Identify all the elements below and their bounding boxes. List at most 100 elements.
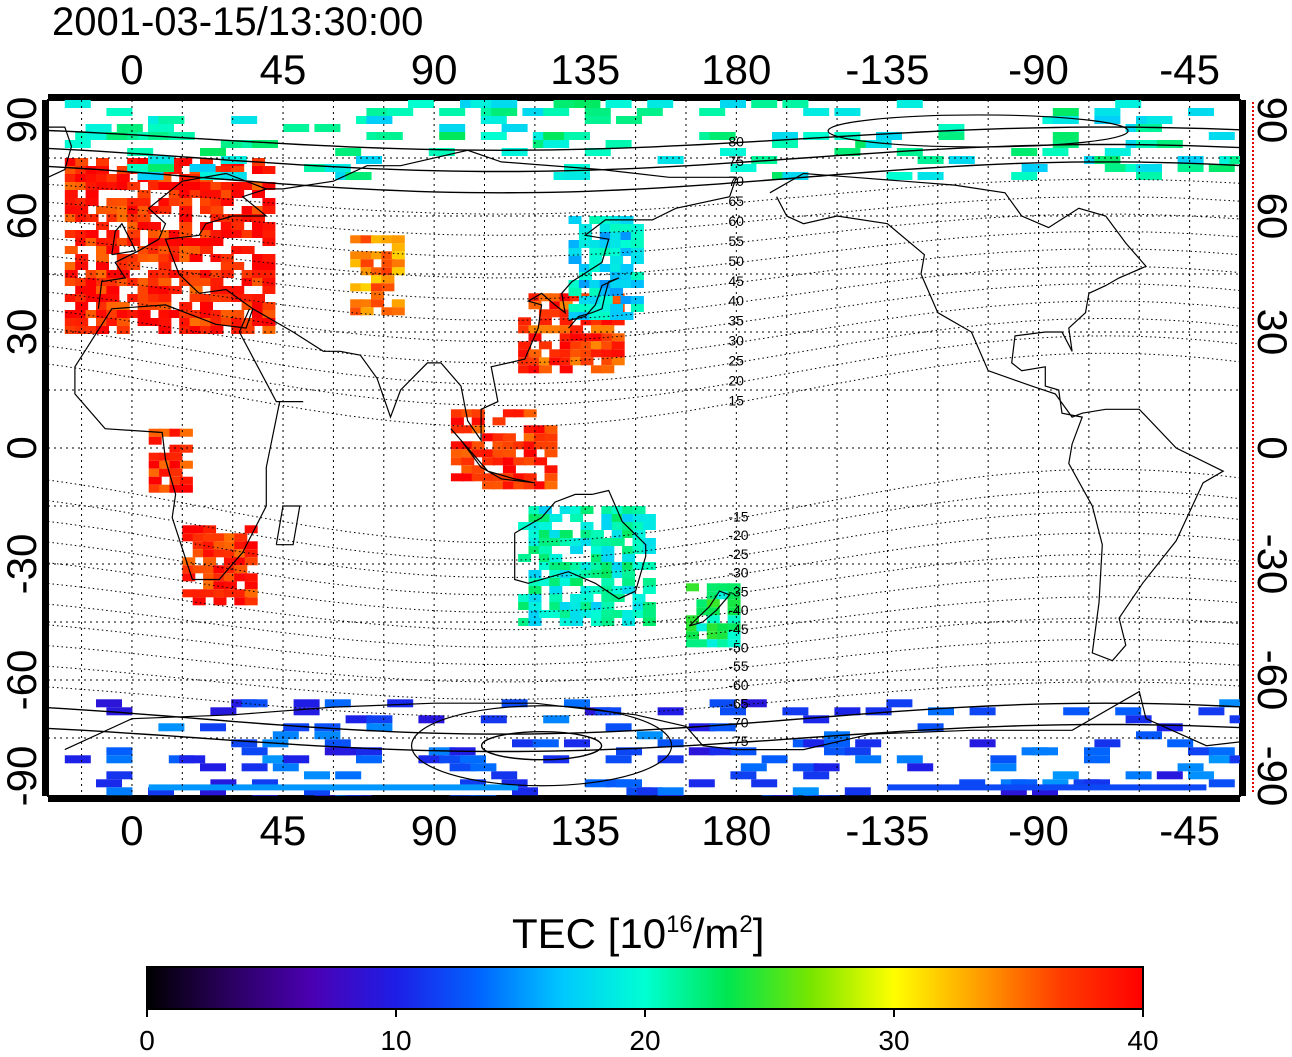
tec-cell (231, 230, 245, 238)
tec-cell (179, 326, 193, 334)
tec-cell (85, 270, 99, 278)
tec-cell (601, 594, 615, 602)
tec-cell (137, 158, 151, 166)
tec-cell (0, 600, 1, 608)
tec-cell (106, 318, 120, 326)
tec-cell (158, 723, 185, 732)
tec-cell (200, 206, 213, 214)
tec-cell (449, 763, 476, 772)
tec-cell (803, 739, 830, 748)
tec-cell (538, 554, 552, 562)
tec-cell (706, 615, 720, 624)
right-latitude-axis: 90 60 30 0 -30 -60 -90 (1240, 97, 1292, 806)
tec-cell (549, 530, 563, 538)
south-pole-contour (480, 731, 603, 761)
tec-cell (252, 302, 265, 310)
contour-label: 40 (728, 293, 744, 309)
tec-cell (657, 156, 684, 164)
tec-cell (64, 270, 78, 278)
tec-cell (0, 608, 1, 616)
tec-cell (622, 514, 636, 522)
left-latitude-axis: 90 60 30 0 -30 -60 -90 (0, 97, 48, 806)
tec-cell (630, 272, 644, 280)
tec-cell (220, 270, 234, 278)
tec-cell (513, 441, 527, 450)
tec-cell (210, 214, 224, 222)
tec-cell (544, 433, 558, 442)
contour-label: 30 (728, 333, 744, 349)
tec-cell (544, 441, 558, 450)
tec-cell (1219, 699, 1240, 708)
tec-cell (387, 699, 414, 708)
tec-cell (549, 325, 563, 334)
tec-cell (601, 506, 615, 514)
tec-cell (252, 230, 265, 238)
tec-cell (335, 747, 362, 756)
tec-cell (601, 602, 615, 610)
tec-cell (896, 148, 923, 156)
tec-cell (106, 238, 120, 246)
tec-cell (168, 246, 182, 254)
colorbar: TEC [1016/m2] 0 10 20 30 40 (139, 910, 1158, 1056)
tec-cell (568, 216, 582, 224)
coastline (450, 428, 536, 484)
tec-cell (632, 506, 646, 514)
tec-cell (559, 570, 573, 578)
tec-cell (137, 254, 151, 262)
tec-cell (231, 166, 245, 174)
tec-cell (223, 573, 237, 582)
tec-cell (622, 562, 636, 570)
contour-label: -65 (728, 696, 748, 712)
tec-cell (96, 262, 109, 270)
tec-cell (231, 222, 245, 230)
tec-cell (116, 238, 130, 246)
tec-cell (304, 771, 330, 780)
tec-cell (601, 365, 615, 374)
contour-label: 80 (728, 133, 744, 149)
tec-cell (189, 164, 216, 172)
tec-cell (1177, 164, 1204, 172)
tec-cell (148, 182, 161, 190)
contour-line (48, 553, 1240, 613)
tec-cell (580, 562, 594, 570)
right-lat-label: -60 (1249, 650, 1292, 711)
tec-cell (366, 108, 393, 116)
tec-cell (740, 763, 767, 772)
tec-cell (450, 417, 464, 426)
tec-cell (501, 124, 528, 132)
tec-cell (559, 610, 573, 618)
tec-cell (179, 428, 193, 437)
tec-cell (709, 699, 736, 708)
contour-line (48, 265, 1240, 321)
tec-cell (1208, 164, 1235, 172)
tec-cell (1156, 771, 1183, 780)
tec-cell (192, 525, 206, 534)
tec-cell (158, 198, 172, 206)
tec-cell (584, 116, 611, 124)
top-lon-label: 90 (411, 46, 458, 93)
bottom-longitude-axis: 0 45 90 135 180 -135 -90 -45 (48, 796, 1240, 854)
tec-cell (590, 538, 604, 546)
tec-cell (148, 294, 161, 302)
tec-cell (159, 460, 173, 469)
colorbar-label: TEC [1016/m2] (512, 910, 764, 957)
tec-cell (570, 349, 584, 358)
tec-cell (244, 581, 258, 590)
tec-cell (241, 182, 255, 190)
tec-cell (580, 602, 594, 610)
tec-cell (366, 723, 393, 732)
tec-cell (492, 441, 506, 450)
tec-cell (568, 280, 582, 288)
tec-cell (611, 317, 625, 326)
tec-cell (590, 325, 604, 334)
tec-cell (220, 310, 234, 318)
tec-cell (622, 530, 636, 538)
tec-cell (252, 294, 265, 302)
tec-cell (244, 589, 258, 598)
tec-cell (252, 214, 265, 222)
tec-cell (179, 246, 193, 254)
tec-cell (0, 480, 12, 488)
tec-cell (1125, 771, 1152, 780)
tec-cell (471, 449, 485, 458)
tec-cell (179, 278, 193, 286)
